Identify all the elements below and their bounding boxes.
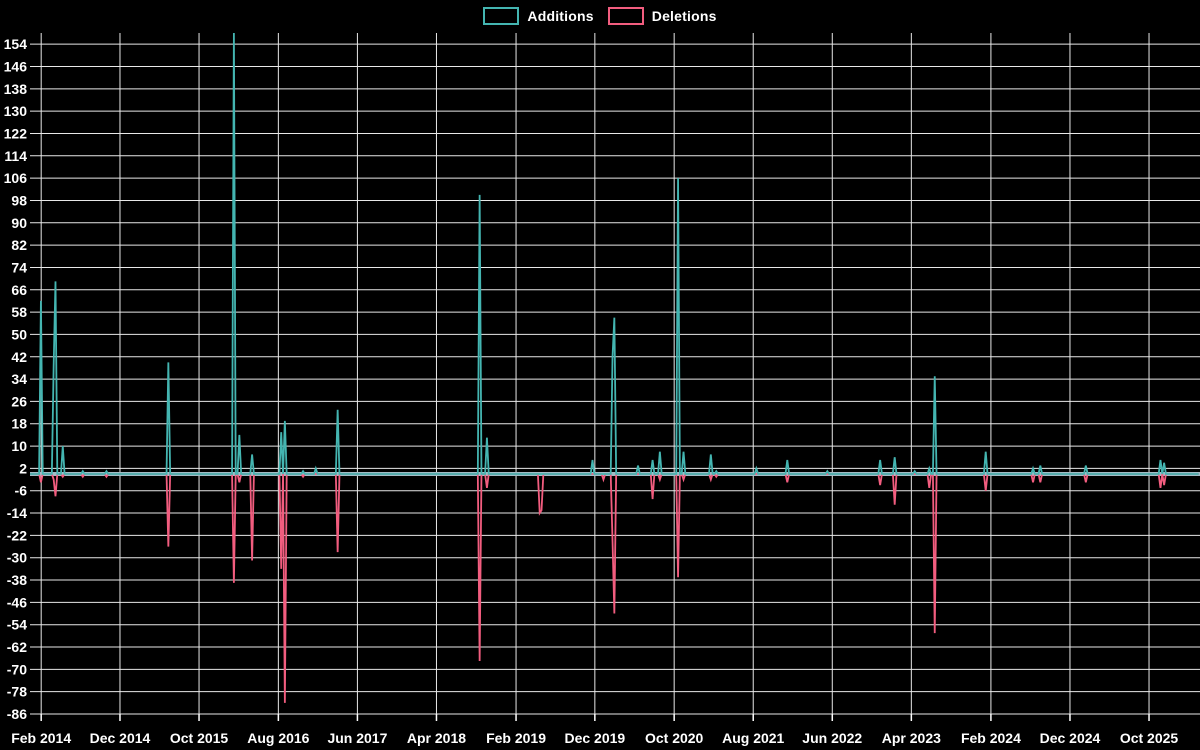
y-tick-label: 82 (11, 237, 27, 253)
x-tick-label: Oct 2020 (645, 730, 704, 746)
x-tick-label: Dec 2014 (90, 730, 151, 746)
x-tick-label: Dec 2024 (1040, 730, 1101, 746)
additions-line (30, 33, 1199, 475)
y-tick-label: -62 (7, 639, 27, 655)
x-tick-label: Oct 2015 (170, 730, 229, 746)
y-tick-label: -70 (7, 661, 27, 677)
deletions-line (30, 473, 1199, 703)
y-tick-label: -30 (7, 550, 27, 566)
y-tick-label: 42 (11, 349, 27, 365)
x-tick-label: Jun 2017 (327, 730, 387, 746)
y-tick-label: 26 (11, 393, 27, 409)
y-tick-label: -46 (7, 594, 27, 610)
additions-swatch-icon (483, 7, 520, 25)
y-tick-label: -54 (7, 617, 27, 633)
y-tick-label: 2 (19, 460, 27, 476)
y-tick-label: 146 (4, 58, 28, 74)
y-tick-label: 154 (4, 36, 28, 52)
legend-label-additions: Additions (527, 8, 594, 24)
x-tick-label: Feb 2014 (11, 730, 71, 746)
x-tick-label: Feb 2019 (486, 730, 546, 746)
x-tick-label: Aug 2016 (247, 730, 309, 746)
chart-legend: Additions Deletions (0, 7, 1200, 25)
x-tick-label: Jun 2022 (802, 730, 862, 746)
y-tick-label: 98 (11, 192, 27, 208)
x-tick-label: Dec 2019 (564, 730, 625, 746)
y-tick-label: -14 (7, 505, 27, 521)
legend-item-deletions: Deletions (607, 7, 717, 25)
y-tick-label: 58 (11, 304, 27, 320)
y-tick-label: -78 (7, 684, 27, 700)
y-tick-label: 130 (4, 103, 28, 119)
y-tick-label: 90 (11, 215, 27, 231)
legend-item-additions: Additions (483, 7, 594, 25)
deletions-swatch-icon (607, 7, 644, 25)
x-tick-label: Aug 2021 (722, 730, 784, 746)
x-tick-label: Apr 2023 (882, 730, 941, 746)
y-tick-label: 106 (4, 170, 28, 186)
y-tick-label: 66 (11, 282, 27, 298)
y-tick-label: 74 (11, 259, 27, 275)
x-tick-label: Apr 2018 (407, 730, 466, 746)
y-tick-label: 122 (4, 125, 28, 141)
x-tick-label: Oct 2025 (1120, 730, 1179, 746)
y-tick-label: 138 (4, 81, 28, 97)
y-tick-label: -86 (7, 706, 27, 722)
legend-label-deletions: Deletions (651, 8, 717, 24)
y-tick-label: -22 (7, 527, 27, 543)
y-tick-label: 18 (11, 416, 27, 432)
y-tick-label: -6 (15, 483, 28, 499)
y-tick-label: 34 (11, 371, 27, 387)
y-tick-label: -38 (7, 572, 27, 588)
x-tick-label: Feb 2024 (961, 730, 1021, 746)
y-tick-label: 50 (11, 326, 27, 342)
y-tick-label: 114 (4, 148, 27, 164)
y-tick-label: 10 (11, 438, 27, 454)
